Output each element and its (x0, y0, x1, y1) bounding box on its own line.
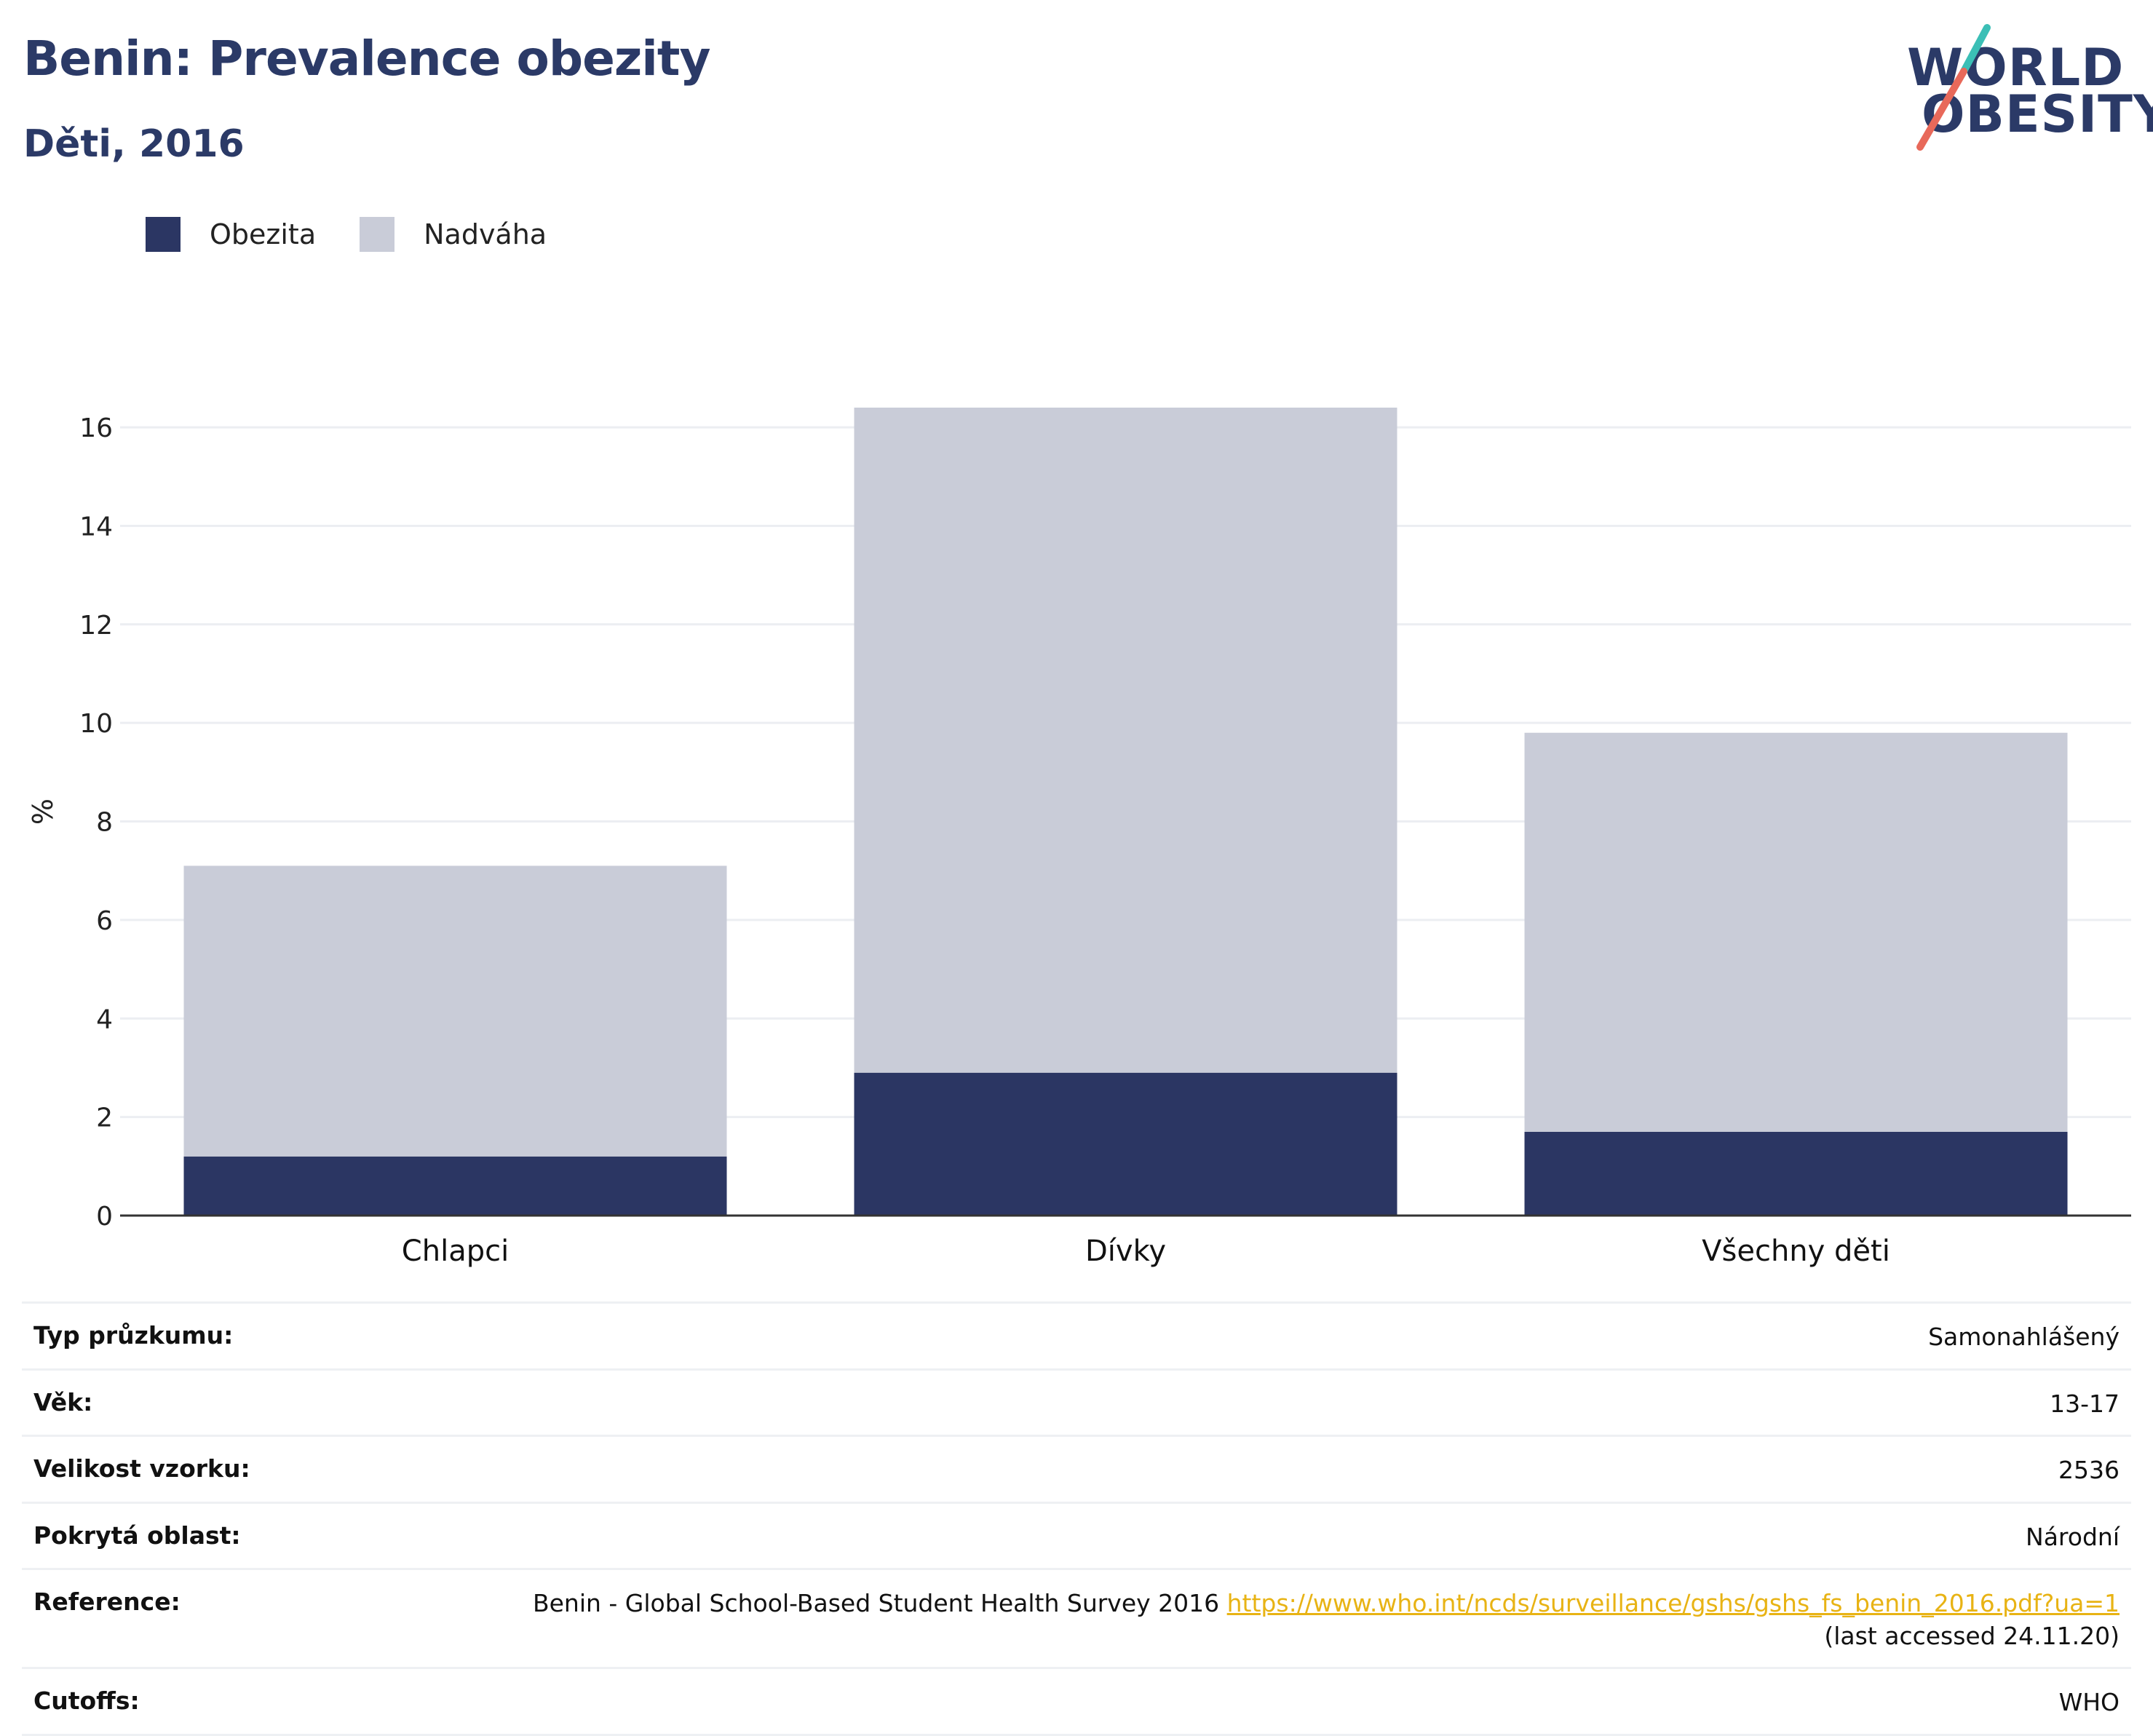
info-row-survey-type: Typ průzkumu: Samonahlášený (22, 1301, 2131, 1368)
y-tick-label: 10 (79, 709, 113, 739)
legend-item-overweight[interactable]: Nadváha (360, 217, 547, 252)
x-tick-label: Dívky (1085, 1234, 1166, 1268)
reference-accessed: (last accessed 24.11.20) (1824, 1621, 2120, 1650)
y-tick-label: 0 (96, 1202, 113, 1232)
legend-swatch-overweight (360, 217, 395, 252)
logo-slash-icon (1916, 24, 1991, 151)
logo-word-world: WORLD (1907, 38, 2125, 98)
info-label: Velikost vzorku: (33, 1454, 250, 1483)
stacked-bar-chart: 0 2 4 6 8 10 12 14 16% Chlapci Dívky Všechny děti (27, 408, 2131, 1268)
bar-obesity-1 (854, 1072, 1397, 1216)
info-value: Samonahlášený (1928, 1323, 2120, 1351)
x-tick-label: Chlapci (402, 1234, 509, 1268)
legend-label-overweight: Nadváha (424, 218, 547, 250)
info-row-age: Věk: 13-17 (22, 1368, 2131, 1435)
legend-item-obesity[interactable]: Obezita (146, 217, 316, 252)
info-label: Pokrytá oblast: (33, 1521, 241, 1550)
chart-subtitle: Děti, 2016 (23, 122, 245, 166)
info-value-reference: Benin - Global School-Based Student Heal… (533, 1588, 2120, 1652)
info-row-reference: Reference: Benin - Global School-Based S… (22, 1568, 2131, 1667)
bar-obesity-2 (1524, 1131, 2068, 1216)
legend-swatch-obesity (146, 217, 181, 252)
world-obesity-logo: WORLD OBESITY (1892, 22, 2153, 153)
bar-overweight-0 (183, 865, 727, 1157)
bar-overweight-1 (854, 408, 1397, 1073)
info-row-area-covered: Pokrytá oblast: Národní (22, 1501, 2131, 1569)
y-tick-label: 6 (96, 906, 113, 936)
y-tick-label: 4 (96, 1004, 113, 1034)
y-axis-label: % (27, 798, 59, 825)
info-row-cutoffs: Cutoffs: WHO (22, 1667, 2131, 1736)
info-label: Věk: (33, 1387, 93, 1416)
info-label: Cutoffs: (33, 1687, 140, 1716)
reference-link[interactable]: https://www.who.int/ncds/surveillance/gs… (1226, 1589, 2120, 1618)
chart-title: Benin: Prevalence obezity (23, 31, 710, 87)
y-tick-label: 8 (96, 808, 113, 838)
info-row-sample-size: Velikost vzorku: 2536 (22, 1435, 2131, 1502)
x-tick-label: Všechny děti (1702, 1234, 1890, 1268)
survey-info-table: Typ průzkumu: Samonahlášený Věk: 13-17 V… (22, 1301, 2131, 1736)
bar-obesity-0 (183, 1156, 727, 1216)
info-label: Typ průzkumu: (33, 1321, 234, 1349)
y-tick-label: 12 (79, 611, 113, 641)
y-tick-label: 2 (96, 1103, 113, 1133)
info-value: Národní (2026, 1522, 2120, 1551)
bar-overweight-2 (1524, 732, 2068, 1132)
legend-label-obesity: Obezita (210, 218, 317, 250)
chart-legend: Obezita Nadváha (146, 217, 590, 252)
logo-word-obesity: OBESITY (1922, 84, 2153, 144)
info-value: 2536 (2058, 1456, 2120, 1485)
info-value: 13-17 (2050, 1389, 2120, 1418)
reference-text: Benin - Global School-Based Student Heal… (532, 1589, 1227, 1618)
y-tick-label: 14 (79, 512, 113, 542)
info-label: Reference: (33, 1588, 181, 1617)
y-tick-label: 16 (79, 413, 113, 443)
info-value: WHO (2058, 1688, 2120, 1717)
